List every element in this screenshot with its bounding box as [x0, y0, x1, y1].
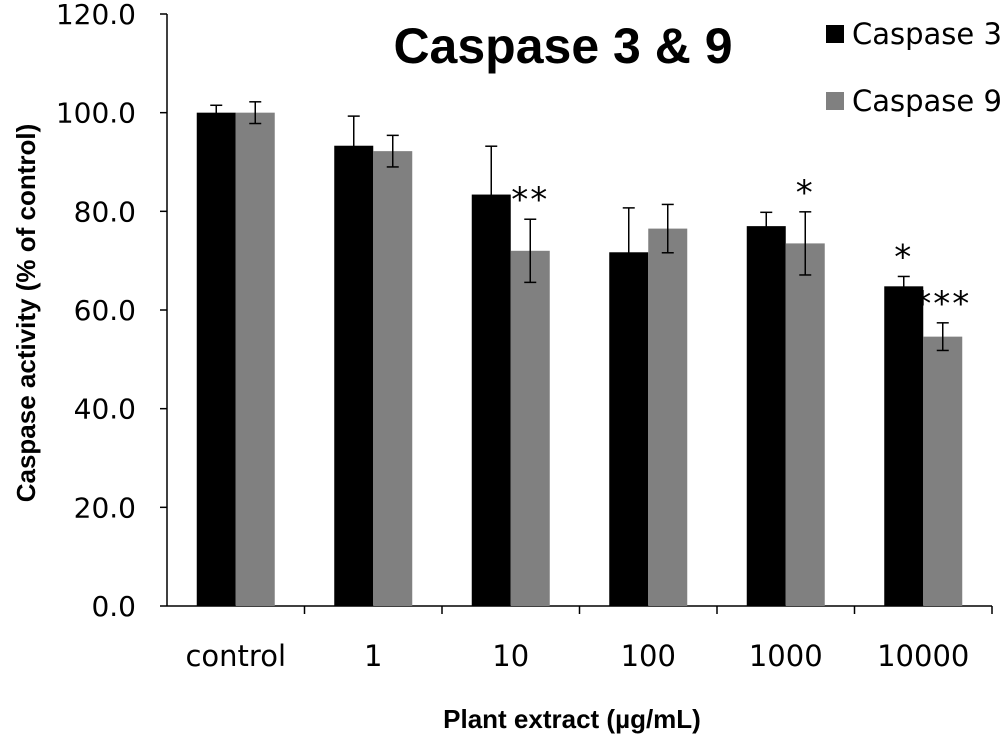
bar-caspase-9 [510, 250, 550, 607]
bars [196, 112, 963, 607]
x-tick-label: 1 [364, 639, 382, 673]
y-tick-label: 20.0 [74, 491, 136, 524]
bar-caspase-3 [471, 194, 511, 606]
error-bars [210, 101, 949, 352]
y-tick-label: 60.0 [74, 294, 136, 327]
significance-label: * [796, 173, 815, 213]
bar-caspase-9 [648, 228, 688, 606]
x-tick-label: 10 [492, 639, 529, 673]
y-tick-label: 0.0 [91, 590, 136, 623]
significance-label: *** [914, 284, 971, 324]
bar-caspase-3 [609, 252, 649, 606]
y-tick-label: 80.0 [74, 195, 136, 228]
legend-swatch [826, 25, 844, 43]
y-ticks: 0.0 20.0 40.0 60.0 80.0 100.0 120.0 [56, 0, 167, 623]
x-tick-label: 10000 [877, 639, 969, 673]
x-axis-title: Plant extract (µg/mL) [443, 704, 701, 734]
y-tick-label: 120.0 [56, 0, 136, 31]
significance-label: ** [511, 180, 549, 220]
x-tick-label: 100 [621, 639, 676, 673]
significance-marks: *** **** [511, 173, 971, 324]
x-categories: control 1 10 100 1000 10000 [185, 606, 993, 673]
chart-title: Caspase 3 & 9 [393, 18, 732, 74]
bar-caspase-9 [923, 336, 963, 606]
y-axis-title: Caspase activity (% of control) [11, 124, 41, 503]
y-tick-label: 100.0 [56, 97, 136, 130]
bar-caspase-3 [884, 286, 924, 606]
significance-label: * [894, 237, 913, 277]
bar-caspase-3 [746, 226, 786, 606]
bar-caspase-3 [196, 112, 236, 607]
bar-caspase-9 [373, 151, 413, 606]
x-tick-label: 1000 [749, 639, 823, 673]
bar-caspase-9 [785, 243, 825, 606]
legend-label: Caspase 3 [852, 17, 1000, 51]
y-tick-label: 40.0 [74, 393, 136, 426]
bar-caspase-3 [334, 145, 374, 606]
bar-caspase-9 [235, 112, 275, 607]
legend-label: Caspase 9 [852, 84, 1000, 118]
legend-swatch [826, 92, 844, 110]
x-tick-label: control [185, 639, 286, 673]
legend: Caspase 3 Caspase 9 [826, 17, 1000, 118]
